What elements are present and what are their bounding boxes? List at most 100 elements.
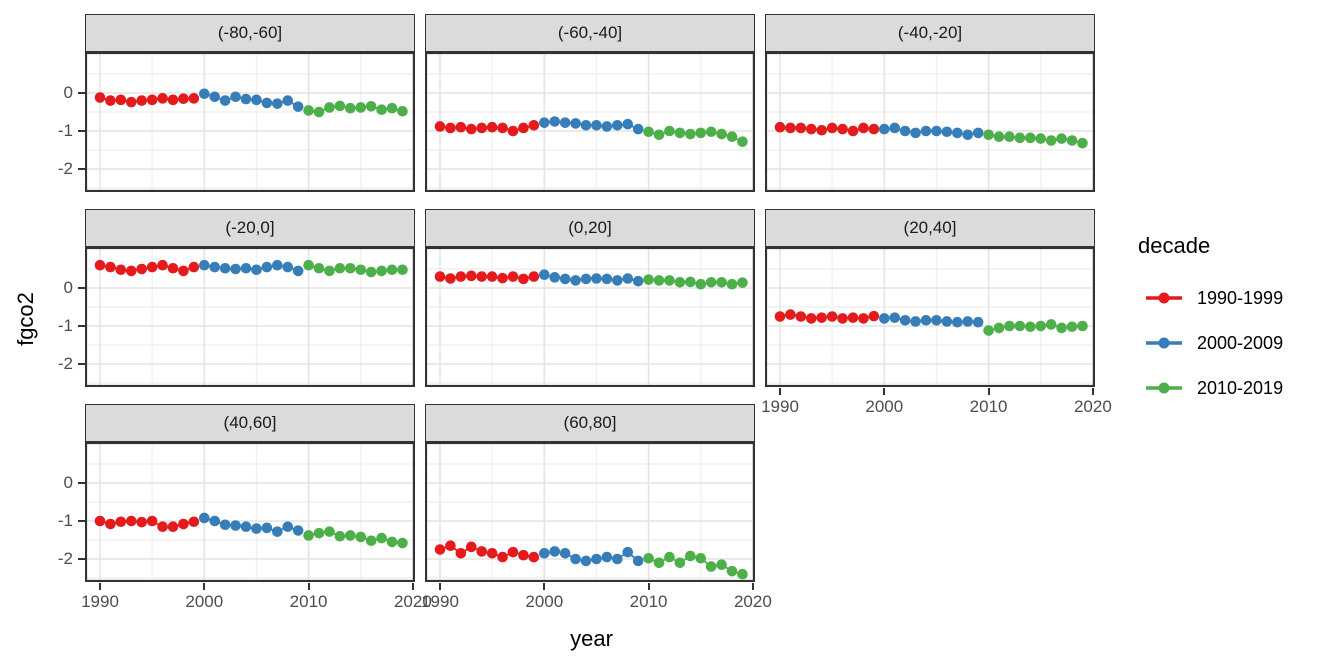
data-point xyxy=(622,273,634,284)
data-point xyxy=(643,274,654,285)
data-point xyxy=(559,548,571,559)
series-2000-2009 xyxy=(539,116,644,135)
legend-entry-1990-1999: 1990-1999 xyxy=(1144,288,1283,308)
legend-key-icon xyxy=(1146,337,1182,349)
data-point xyxy=(486,271,498,282)
y-tick-mark xyxy=(78,287,85,289)
data-point xyxy=(931,125,942,137)
series-2010-2019 xyxy=(643,274,748,290)
data-point xyxy=(365,535,377,547)
series-2010-2019 xyxy=(303,526,408,549)
facet-strip-label: (-80,-60] xyxy=(217,23,283,42)
legend-key-icon xyxy=(1146,382,1182,394)
panel-border xyxy=(85,52,415,192)
x-tick-mark xyxy=(751,583,754,590)
data-point xyxy=(324,102,335,113)
data-point xyxy=(1056,133,1067,144)
data-point xyxy=(837,313,848,324)
data-point xyxy=(303,530,314,541)
data-point xyxy=(570,275,581,286)
facet-strip-label: (-20,0] xyxy=(225,218,275,237)
data-point xyxy=(716,277,727,288)
data-point xyxy=(219,262,231,274)
data-point xyxy=(486,121,498,133)
data-point xyxy=(105,261,116,273)
data-point xyxy=(716,128,727,140)
data-point xyxy=(465,541,477,553)
y-tick-mark xyxy=(78,168,85,170)
data-point xyxy=(910,127,921,139)
series-1990-1999 xyxy=(774,121,880,137)
data-point xyxy=(858,313,869,324)
data-point xyxy=(899,315,911,326)
facet-panel-6 xyxy=(85,442,415,582)
x-tick-label: 2010 xyxy=(969,397,1008,416)
data-point xyxy=(434,544,446,555)
data-point xyxy=(261,97,273,109)
facet-canvas-2 xyxy=(765,52,1095,192)
data-point xyxy=(705,277,717,288)
facet-strip-label: (20,40] xyxy=(903,218,957,237)
y-axis-title: fgco2 xyxy=(13,292,38,346)
data-point xyxy=(376,104,387,116)
data-point xyxy=(345,530,356,541)
data-point xyxy=(397,537,408,549)
data-point xyxy=(858,122,869,134)
data-point xyxy=(805,123,817,135)
data-point xyxy=(167,521,179,532)
facet-strip-5: (20,40] xyxy=(765,209,1095,247)
data-point xyxy=(674,277,686,288)
data-point xyxy=(445,273,456,284)
data-point xyxy=(199,88,210,100)
data-point xyxy=(837,123,848,135)
data-point xyxy=(559,273,571,285)
data-point xyxy=(983,129,994,141)
data-point xyxy=(1077,137,1088,149)
data-point xyxy=(334,530,346,542)
data-point xyxy=(240,262,252,274)
data-point xyxy=(434,271,446,282)
facet-strip-7: (60,80] xyxy=(425,404,755,442)
data-point xyxy=(674,127,686,139)
data-point xyxy=(518,273,529,285)
facet-strip-label: (-60,-40] xyxy=(557,23,623,42)
data-point xyxy=(157,521,168,532)
data-point xyxy=(993,131,1005,142)
legend-label: 2010-2019 xyxy=(1197,377,1284,398)
data-point xyxy=(178,265,189,277)
data-point xyxy=(549,272,561,283)
data-point xyxy=(826,122,838,134)
legend-entry-2000-2009: 2000-2009 xyxy=(1144,333,1283,353)
series-line xyxy=(544,550,639,562)
legend-label: 2000-2009 xyxy=(1197,332,1284,353)
facet-strip-0: (-80,-60] xyxy=(85,14,415,52)
data-point xyxy=(188,516,200,528)
data-point xyxy=(136,263,148,275)
data-point xyxy=(972,127,984,139)
data-point xyxy=(570,553,581,565)
panel-border xyxy=(765,52,1095,192)
data-point xyxy=(209,515,221,527)
data-point xyxy=(292,101,304,112)
x-tick-mark xyxy=(439,583,441,590)
data-point xyxy=(146,94,158,106)
x-tick-mark xyxy=(779,388,781,395)
x-tick-label: 2010 xyxy=(629,592,668,611)
data-point xyxy=(230,520,241,531)
data-point xyxy=(899,125,911,137)
data-point xyxy=(313,262,325,274)
facet-panel-1 xyxy=(425,52,755,192)
data-point xyxy=(920,125,932,137)
series-2000-2009 xyxy=(539,269,644,287)
data-point xyxy=(313,527,325,539)
data-point xyxy=(105,95,116,106)
data-point xyxy=(465,270,477,282)
data-point xyxy=(230,91,241,103)
data-point xyxy=(591,553,602,565)
facet-strip-3: (-20,0] xyxy=(85,209,415,247)
data-point xyxy=(580,120,592,131)
data-point xyxy=(397,105,408,117)
data-point xyxy=(292,265,304,277)
data-point xyxy=(518,122,529,134)
data-point xyxy=(685,128,696,140)
